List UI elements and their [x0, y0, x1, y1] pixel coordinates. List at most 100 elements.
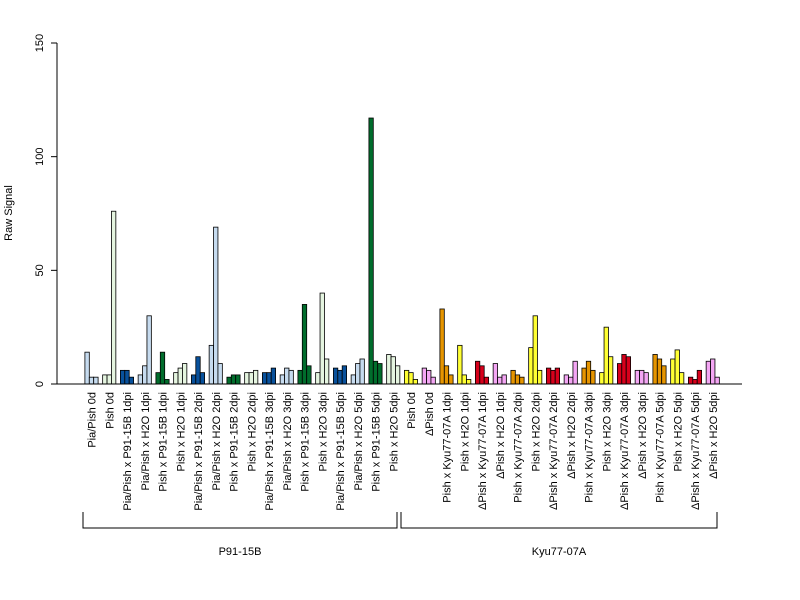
bar	[332, 367, 339, 385]
bar	[519, 376, 525, 385]
x-tick-label: Pia/Pish x H2O 5dpi	[353, 392, 365, 490]
bar	[528, 347, 534, 385]
bar	[337, 369, 343, 385]
bar	[448, 374, 454, 385]
y-tick-label: 0	[34, 381, 46, 387]
bar	[279, 374, 285, 385]
bar	[88, 376, 95, 385]
bar	[377, 363, 383, 385]
bar	[554, 367, 561, 385]
bar	[390, 356, 396, 385]
bar	[479, 365, 485, 385]
bar	[355, 363, 361, 385]
bar	[301, 304, 308, 385]
x-tick-label: Pish x H2O 1dpi	[459, 392, 471, 471]
bar	[297, 369, 303, 385]
x-tick-label: Pia/Pish x P91-15B 1dpi	[122, 392, 134, 511]
bar	[106, 374, 112, 385]
x-tick-label: Pish x Kyu77-07A 3dpi	[584, 392, 596, 503]
bar	[319, 292, 325, 385]
y-tick-label: 100	[34, 147, 46, 165]
x-tick-label: Pish x P91-15B 5dpi	[371, 392, 383, 492]
x-tick-label: Pish x P91-15B 2dpi	[229, 392, 241, 492]
bar	[386, 354, 392, 385]
bar	[288, 369, 294, 385]
bar	[621, 354, 627, 385]
group-brackets: P91-15B Kyu77-07A	[82, 512, 718, 558]
bar	[315, 372, 321, 385]
bar	[461, 374, 467, 385]
bar	[696, 369, 703, 385]
x-tick-label: Pish x Kyu77-07A 5dpi	[655, 392, 667, 503]
bar	[497, 376, 503, 385]
bar	[213, 226, 219, 385]
bar	[164, 379, 170, 385]
bar	[395, 365, 401, 385]
bar	[563, 374, 569, 385]
bar	[217, 363, 223, 385]
x-tick-label: Pish x P91-15B 1dpi	[158, 392, 170, 492]
x-tick-label: Pish x H2O 3dpi	[317, 392, 329, 471]
bar	[514, 374, 521, 385]
bar	[248, 372, 254, 385]
y-axis: 0 50 100 150	[34, 34, 58, 387]
bar	[710, 358, 716, 385]
bar	[537, 369, 543, 385]
bar	[457, 344, 463, 385]
bar	[634, 369, 640, 385]
bar	[137, 374, 143, 385]
x-tick-label: Pish x Kyu77-07A 1dpi	[442, 392, 454, 503]
bar	[546, 367, 552, 385]
bar	[572, 360, 578, 385]
bar	[199, 372, 205, 385]
bar	[124, 369, 130, 385]
bar	[253, 369, 259, 385]
x-tick-label: Pish x H2O 2dpi	[246, 392, 258, 471]
bar	[510, 369, 516, 385]
bar	[372, 360, 379, 385]
x-tick-label: Pia/Pish x H2O 1dpi	[140, 392, 152, 490]
bar	[705, 360, 711, 385]
x-tick-label: ΔPish x H2O 5dpi	[708, 392, 720, 479]
x-tick-label: Pia/Pish x P91-15B 3dpi	[264, 392, 276, 511]
bar	[146, 315, 152, 385]
x-tick-label: Pish x H2O 5dpi	[388, 392, 400, 471]
bar	[643, 372, 649, 385]
x-tick-label: Pish x H2O 5dpi	[672, 392, 684, 471]
x-tick-label: Pish 0d	[406, 392, 418, 429]
bar	[608, 356, 614, 385]
bar	[93, 376, 99, 385]
bar	[190, 374, 197, 385]
bar	[581, 367, 587, 385]
bar	[230, 374, 237, 385]
bar	[102, 374, 108, 385]
bar	[474, 360, 481, 385]
bar	[84, 351, 90, 385]
bar	[226, 376, 232, 385]
bar	[652, 354, 658, 385]
bar	[568, 376, 574, 385]
bar	[670, 358, 676, 385]
bar	[261, 372, 268, 385]
bar	[674, 349, 680, 385]
bar	[111, 210, 117, 385]
bar	[306, 365, 312, 385]
bar	[341, 365, 348, 385]
x-tick-label: Pia/Pish x P91-15B 2dpi	[193, 392, 205, 511]
group-label: Kyu77-07A	[532, 546, 587, 558]
bar	[142, 365, 148, 385]
bar	[403, 369, 410, 385]
bar	[466, 379, 472, 385]
group-bracket	[82, 512, 398, 529]
bar	[195, 356, 201, 385]
bar	[679, 372, 685, 385]
y-axis-label: Raw Signal	[3, 185, 15, 241]
x-tick-label: Pish x H2O 3dpi	[601, 392, 613, 471]
bar	[208, 344, 214, 385]
bar	[501, 374, 507, 385]
bar	[590, 369, 596, 385]
bar	[235, 374, 241, 385]
bar	[266, 372, 272, 385]
x-tick-labels: Pia/Pish 0d Pish 0d Pia/Pish x P91-15B 1dp…	[87, 392, 720, 511]
